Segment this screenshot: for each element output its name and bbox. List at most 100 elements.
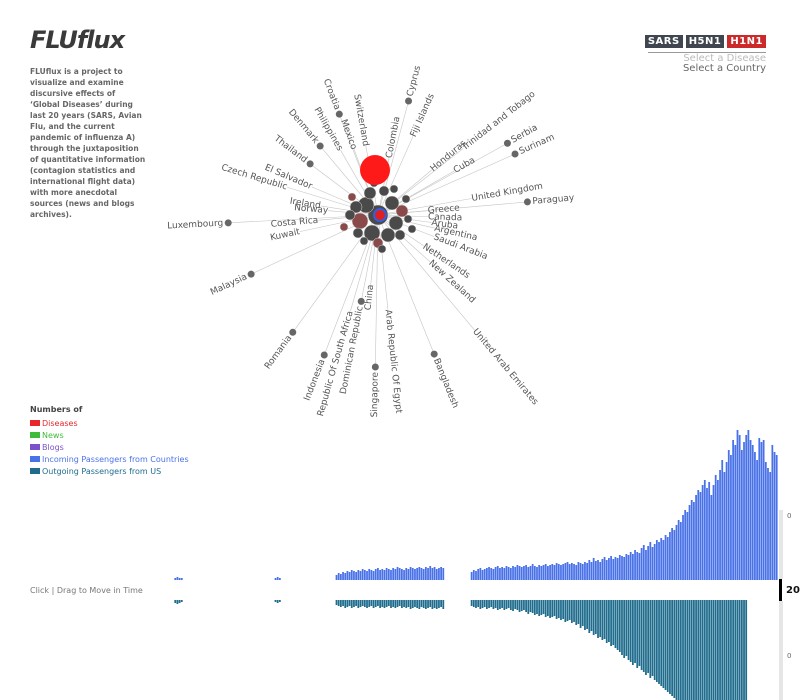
hub-node[interactable] <box>380 227 396 243</box>
country-label-18[interactable]: Arab Republic Of Egypt <box>382 309 403 414</box>
hub-node[interactable] <box>389 184 399 194</box>
incoming-bar <box>666 537 669 580</box>
outgoing-bar <box>629 600 632 662</box>
country-label-33[interactable]: Thailand <box>271 133 309 165</box>
outgoing-bar <box>525 600 527 612</box>
incoming-bar <box>738 435 741 580</box>
incoming-bar <box>346 571 349 580</box>
country-node[interactable] <box>503 139 511 147</box>
country-label-29[interactable]: Norway <box>294 203 330 216</box>
incoming-bar <box>669 532 671 580</box>
outgoing-bar <box>529 600 532 612</box>
country-label-0[interactable]: Croatia <box>321 78 342 112</box>
incoming-bar <box>475 571 477 580</box>
hub-node[interactable] <box>347 192 357 202</box>
country-label-19[interactable]: Singapore <box>370 371 381 417</box>
country-node[interactable] <box>357 297 365 305</box>
hub-node[interactable] <box>363 224 381 242</box>
country-label-3[interactable]: Colombia <box>385 116 403 159</box>
country-node[interactable] <box>224 219 232 227</box>
country-label-20[interactable]: China <box>364 284 377 311</box>
select-country-hint: Select a Country <box>682 63 766 74</box>
outgoing-bar <box>693 600 695 700</box>
incoming-bar <box>727 450 730 580</box>
outgoing-bar <box>721 600 724 700</box>
tab-h1n1[interactable]: H1N1 <box>727 35 766 48</box>
country-label-28[interactable]: Costa Rica <box>270 216 318 230</box>
hub-node[interactable] <box>403 214 413 224</box>
hub-node[interactable] <box>359 236 369 246</box>
country-label-25[interactable]: Malaysia <box>209 272 249 298</box>
country-label-17[interactable]: Bangladesh <box>431 357 460 410</box>
country-label-10[interactable]: Canada <box>428 212 463 223</box>
country-node[interactable] <box>405 97 413 105</box>
country-node[interactable] <box>320 351 328 359</box>
incoming-bar <box>353 571 355 580</box>
outgoing-bar <box>490 600 493 607</box>
tab-sars[interactable]: SARS <box>644 35 683 48</box>
incoming-bar <box>339 574 342 580</box>
country-node[interactable] <box>335 110 343 118</box>
hub-node[interactable] <box>401 194 411 204</box>
disease-bubble[interactable] <box>360 155 390 185</box>
country-node[interactable] <box>371 363 379 371</box>
hub-node[interactable] <box>384 195 400 211</box>
incoming-bar <box>496 566 499 580</box>
legend-swatch <box>30 456 40 462</box>
country-node[interactable] <box>316 142 324 150</box>
outgoing-bar <box>544 600 547 617</box>
selected-country-node[interactable] <box>373 208 387 222</box>
country-node[interactable] <box>247 270 255 278</box>
incoming-bar <box>383 570 386 580</box>
year-indicator[interactable] <box>779 579 800 601</box>
incoming-bar <box>758 438 761 580</box>
country-label-11[interactable]: Aruba <box>431 218 459 232</box>
incoming-bar <box>409 567 412 580</box>
outgoing-bar <box>719 600 721 700</box>
outgoing-bar <box>716 600 719 700</box>
incoming-bar <box>586 563 589 580</box>
outgoing-bar <box>708 600 711 700</box>
outgoing-bar <box>671 600 673 696</box>
time-cursor[interactable] <box>779 579 782 601</box>
tab-h5n1[interactable]: H5N1 <box>685 35 725 48</box>
timeline-chart[interactable] <box>0 420 800 700</box>
hub-node[interactable] <box>339 222 349 232</box>
outgoing-bar <box>503 600 506 610</box>
outgoing-bar <box>743 600 745 700</box>
country-label-30[interactable]: Ireland <box>289 197 321 212</box>
outgoing-bar <box>403 600 405 607</box>
hub-node[interactable] <box>344 209 356 221</box>
incoming-bar <box>551 564 554 580</box>
country-node[interactable] <box>523 198 531 206</box>
country-label-9[interactable]: Greece <box>427 203 460 216</box>
outgoing-bar <box>411 600 414 608</box>
hub-node[interactable] <box>377 244 387 254</box>
hub-node[interactable] <box>388 215 404 231</box>
country-node[interactable] <box>289 328 297 336</box>
country-node[interactable] <box>511 150 519 158</box>
outgoing-bar <box>645 600 647 675</box>
timeline-scrollbar[interactable] <box>779 510 783 700</box>
country-label-24[interactable]: Romania <box>263 334 294 372</box>
country-node[interactable] <box>306 160 314 168</box>
country-label-2[interactable]: Fiji Islands <box>409 92 437 139</box>
hub-node[interactable] <box>407 224 417 234</box>
country-label-7[interactable]: Paraguay <box>532 193 575 207</box>
outgoing-bar <box>553 600 556 616</box>
hub-node[interactable] <box>395 204 409 218</box>
hub-node[interactable] <box>394 229 406 241</box>
country-label-1[interactable]: Cyprus <box>405 64 423 97</box>
incoming-bar <box>584 562 586 580</box>
country-node[interactable] <box>430 350 438 358</box>
incoming-bar <box>771 445 774 580</box>
country-label-16[interactable]: United Arab Emirates <box>470 327 540 407</box>
incoming-bar <box>527 567 530 580</box>
hub-node[interactable] <box>378 185 390 197</box>
outgoing-bar <box>176 600 179 604</box>
hub-node[interactable] <box>349 200 363 214</box>
hub-node[interactable] <box>363 186 377 200</box>
hub-node[interactable] <box>352 227 364 239</box>
country-label-26[interactable]: Luxembourg <box>167 219 224 232</box>
